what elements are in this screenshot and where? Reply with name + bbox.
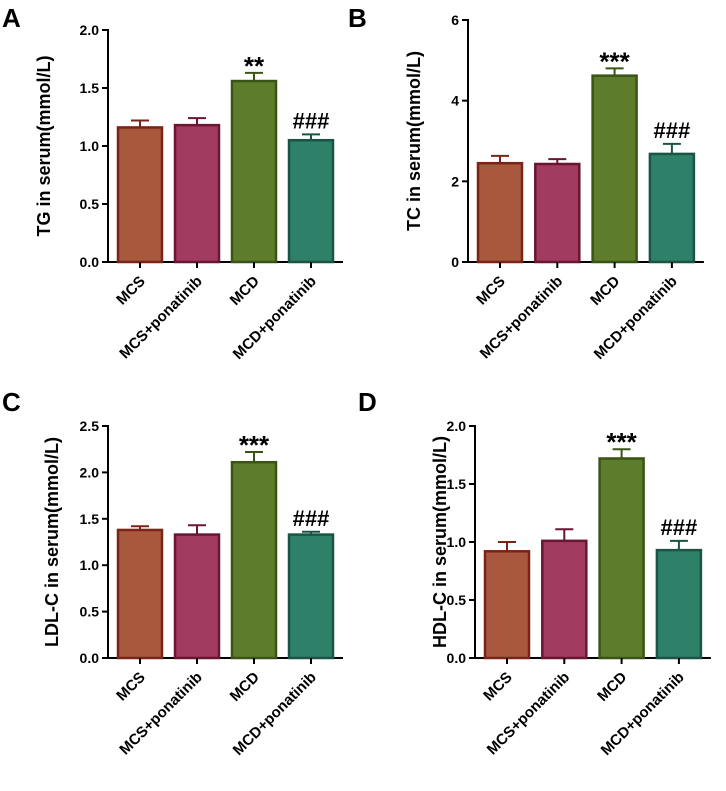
y-tick-label: 2 — [451, 173, 459, 189]
panel-a: A TG in serum(mmol/L) 0.0 0.5 1.0 1.5 2.0 MCS… — [2, 3, 343, 363]
bar-mcd-ponatinib — [287, 138, 335, 264]
bar-mcs — [116, 126, 164, 264]
y-tick-label: 6 — [451, 12, 459, 28]
y-tick-label: 2.5 — [80, 418, 100, 434]
significance-stars: *** — [239, 430, 270, 460]
y-tick-label: 4 — [451, 93, 459, 109]
bar-mcd — [230, 460, 278, 660]
significance-hashes: ### — [293, 506, 330, 531]
x-category-label: MCS — [473, 273, 509, 309]
y-tick-label: 0 — [451, 254, 459, 270]
bar-mcd — [230, 79, 278, 264]
y-tick-label: 0.5 — [447, 592, 467, 608]
panel-letter-b: B — [348, 3, 367, 33]
x-category-label: MCD — [594, 669, 630, 705]
significance-stars: *** — [599, 46, 630, 76]
significance-stars: ** — [244, 51, 265, 81]
panel-letter-c: C — [2, 387, 21, 417]
panel-letter-a: A — [2, 3, 21, 33]
bar-mcd — [591, 74, 638, 264]
y-axis-label: TC in serum(mmol/L) — [404, 51, 424, 231]
y-tick-label: 1.0 — [447, 534, 467, 550]
x-category-label: MCD — [587, 273, 623, 309]
significance-hashes: ### — [654, 118, 691, 143]
y-axis-label: LDL-C in serum(mmol/L) — [42, 437, 62, 647]
significance-hashes: ### — [293, 108, 330, 133]
y-axis-label: HDL-C in serum(mmol/L) — [430, 436, 450, 648]
y-tick-label: 0.0 — [80, 650, 100, 666]
x-category-label: MCS — [113, 669, 149, 705]
significance-stars: *** — [606, 427, 637, 457]
y-tick-label: 2.0 — [447, 418, 467, 434]
x-category-label: MCS — [480, 669, 516, 705]
bar-mcd-ponatinib — [648, 152, 696, 264]
y-tick-label: 1.0 — [80, 557, 100, 573]
bar-mcs-ponatinib — [534, 162, 581, 264]
bar-mcs-ponatinib — [173, 533, 221, 660]
y-tick-label: 1.0 — [80, 138, 100, 154]
bar-mcs — [116, 528, 164, 660]
y-tick-label: 2.0 — [80, 464, 100, 480]
x-category-label: MCD — [227, 669, 263, 705]
panel-b: B TC in serum(mmol/L) 0246MCSMCS+ponatin… — [348, 3, 704, 363]
y-tick-label: 2.0 — [80, 22, 100, 38]
bar-mcs — [476, 161, 524, 264]
panel-letter-d: D — [358, 387, 377, 417]
y-tick-label: 0.0 — [80, 254, 100, 270]
x-category-label: MCS — [113, 273, 149, 309]
panel-c: C LDL-C in serum(mmol/L) 0.0 0.5 1.0 1.5 2.0… — [2, 387, 343, 759]
y-tick-label: 1.5 — [447, 476, 467, 492]
y-axis-label: TG in serum(mmol/L) — [34, 55, 54, 236]
bar-mcs-ponatinib — [541, 539, 588, 660]
x-category-label: MCD — [227, 273, 263, 309]
y-tick-label: 0.5 — [80, 604, 100, 620]
y-tick-label: 1.5 — [80, 511, 100, 527]
panel-d: D HDL-C in serum(mmol/L) 0.0 0.5 1.0 1.5 2.0… — [358, 387, 711, 759]
y-tick-label: 0.5 — [80, 196, 100, 212]
bar-mcd — [598, 457, 645, 660]
y-tick-label: 0.0 — [447, 650, 467, 666]
significance-hashes: ### — [661, 515, 698, 540]
bar-mcs — [483, 550, 531, 660]
bar-mcd-ponatinib — [655, 548, 703, 660]
bar-mcs-ponatinib — [173, 123, 221, 264]
bar-mcd-ponatinib — [287, 533, 335, 660]
y-tick-label: 1.5 — [80, 80, 100, 96]
